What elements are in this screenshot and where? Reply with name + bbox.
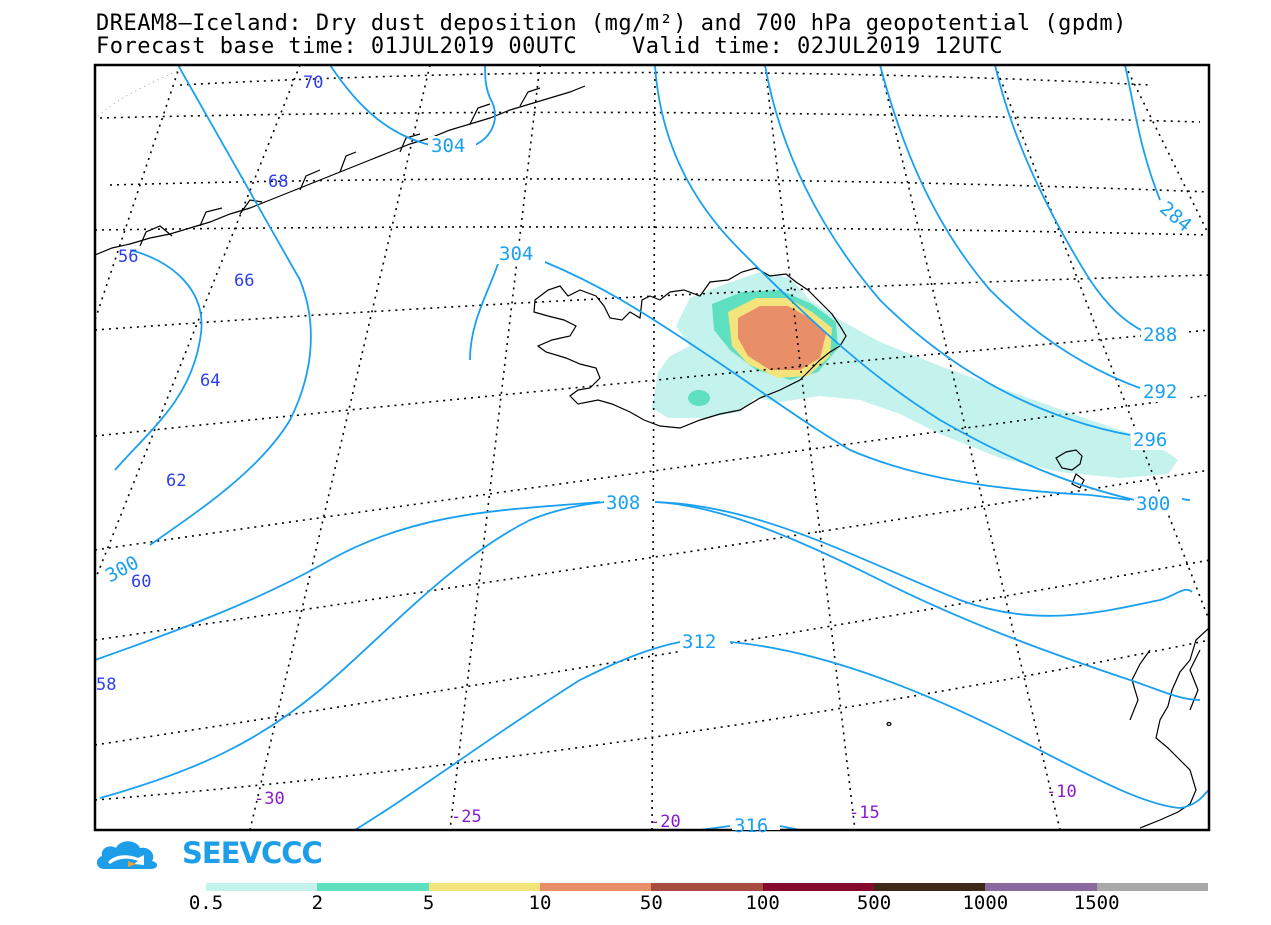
contour-labels: 304 304 284 288 292 296 300 308 300 312 … [102,135,1196,837]
contour-label-292: 292 [1143,381,1177,403]
contour-label-300-east: 300 [1136,493,1170,515]
colorbar-label: 0.5 [188,892,224,914]
contour-304-center [469,257,1131,501]
meridian-lines [95,65,1209,830]
lon-label-minus20: -20 [650,812,681,832]
contour-312 [354,641,1209,830]
contour-label-304-center: 304 [499,243,533,265]
lon-label-minus25: -25 [451,807,482,827]
dust-band-2-spot [688,390,710,406]
contour-292 [879,65,1141,389]
colorbar-label: 50 [639,892,663,914]
contour-304-mid [114,249,203,471]
contour-300-west [95,501,1201,701]
lat-label-62: 62 [166,471,186,491]
colorbar-segment-5 [762,883,875,891]
latitude-circles [95,71,1209,801]
colorbar-label: 5 [422,892,435,914]
colorbar-label: 500 [856,892,892,914]
lat-label-66: 66 [234,271,254,291]
lon-label-minus10: -10 [1046,782,1077,802]
colorbar-segment-7 [985,883,1098,891]
contour-label-316: 316 [734,815,768,837]
lon-label-minus15: -15 [849,803,880,823]
colorbar-label: 10 [528,892,552,914]
colorbar-segment-6 [874,883,986,891]
cloud-icon [96,841,158,869]
colorbar-segment-8 [1096,883,1209,891]
colorbar-label: 1000 [962,892,1009,914]
contour-label-304-north: 304 [431,135,465,157]
iceland-coast [533,267,847,429]
seevccc-logo [96,841,158,869]
latitude-labels: 70 68 66 64 62 60 58 56 [96,73,323,695]
geopotential-contours [95,65,1209,830]
colorbar-segment-1 [317,883,430,891]
contour-label-288: 288 [1143,324,1177,346]
lat-label-60: 60 [131,572,151,592]
colorbar-label: 2 [311,892,324,914]
lat-label-70: 70 [303,73,323,93]
contour-304-west [149,65,312,546]
colorbar-segment-3 [540,883,652,891]
contour-label-308: 308 [606,492,640,514]
contour-304-north [329,65,496,146]
colorbar-segment-0 [206,883,318,891]
outer-graticule [95,69,181,121]
colorbar-label: 1500 [1073,892,1120,914]
lat-label-56: 56 [118,247,138,267]
contour-308-east [654,501,1193,617]
dust-deposition-field [652,272,1178,478]
map-frame [93,63,1211,832]
map-title: DREAM8—Iceland: Dry dust deposition (mg/… [96,11,1127,36]
longitude-labels: -30 -25 -20 -15 -10 [254,782,1077,832]
greenland-coast [95,85,586,256]
contour-label-296: 296 [1133,429,1167,451]
lat-label-58: 58 [96,675,116,695]
colorbar-segment-4 [651,883,764,891]
lon-label-minus30: -30 [254,789,285,809]
map-subtitle-times: Forecast base time: 01JUL2019 00UTC Vali… [96,34,1004,59]
contour-288 [994,65,1146,333]
contour-296 [764,65,1131,436]
contour-308 [99,501,606,799]
brand-name: SEEVCCC [182,836,323,870]
faroe-islands [1055,449,1085,489]
lat-label-64: 64 [200,371,220,391]
lat-label-68: 68 [268,172,288,192]
colorbar-segment-2 [428,883,541,891]
colorbar-label: 100 [745,892,780,914]
contour-label-312: 312 [682,631,716,653]
dust-band-10 [738,306,826,370]
contour-300-east [654,65,1136,501]
contour-284 [1124,65,1161,201]
